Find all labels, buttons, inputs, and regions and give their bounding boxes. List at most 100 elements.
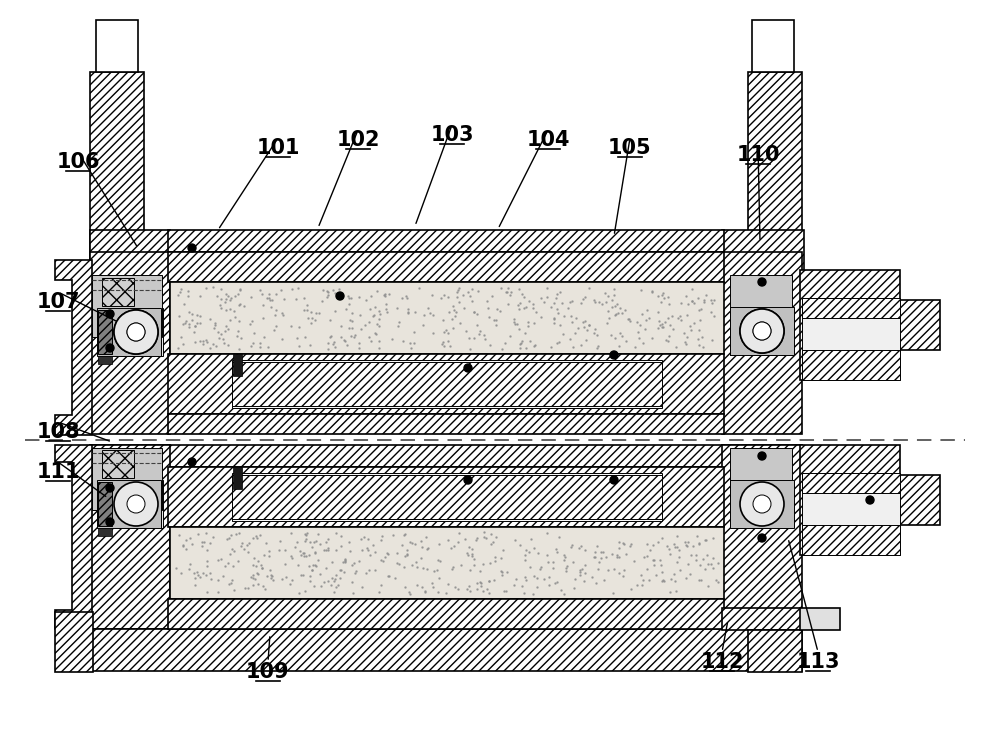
Text: 109: 109 — [246, 662, 290, 682]
Circle shape — [188, 244, 196, 252]
Bar — [722, 230, 804, 280]
Text: 112: 112 — [700, 652, 744, 672]
Circle shape — [106, 484, 114, 492]
Circle shape — [758, 452, 766, 460]
Circle shape — [740, 309, 784, 353]
Bar — [92, 275, 162, 337]
Text: 110: 110 — [736, 145, 780, 165]
Circle shape — [610, 351, 618, 359]
Bar — [722, 445, 802, 629]
Text: 106: 106 — [56, 152, 100, 172]
Bar — [232, 475, 662, 519]
Bar — [802, 473, 900, 493]
Circle shape — [753, 495, 771, 513]
Bar — [802, 350, 900, 380]
Bar — [90, 629, 802, 671]
Bar — [170, 527, 724, 599]
Circle shape — [753, 322, 771, 340]
Text: 103: 103 — [430, 125, 474, 145]
Circle shape — [114, 310, 158, 354]
Polygon shape — [55, 445, 92, 629]
Bar — [90, 445, 170, 465]
Circle shape — [740, 482, 784, 526]
Bar — [232, 473, 662, 521]
Bar — [170, 282, 724, 354]
Text: 102: 102 — [336, 130, 380, 150]
Bar — [722, 252, 802, 434]
Bar — [730, 480, 782, 528]
Text: 101: 101 — [256, 138, 300, 158]
Bar — [233, 467, 242, 489]
Bar — [97, 308, 161, 356]
Text: 113: 113 — [796, 652, 840, 672]
Bar — [102, 278, 134, 306]
Bar — [730, 307, 794, 355]
Text: 107: 107 — [36, 292, 80, 312]
Circle shape — [464, 476, 472, 484]
Bar — [90, 230, 170, 280]
Circle shape — [464, 364, 472, 372]
Bar — [102, 450, 134, 478]
Bar — [730, 480, 794, 528]
Circle shape — [758, 534, 766, 542]
Bar — [748, 72, 802, 264]
Text: 104: 104 — [526, 130, 570, 150]
Circle shape — [127, 323, 145, 341]
Bar — [802, 525, 900, 555]
Circle shape — [127, 323, 145, 341]
Text: 108: 108 — [36, 422, 80, 442]
Polygon shape — [800, 445, 940, 555]
Bar — [168, 354, 724, 414]
Bar — [730, 448, 792, 528]
Bar — [168, 599, 724, 629]
Circle shape — [188, 458, 196, 466]
Bar — [722, 445, 802, 465]
Bar — [90, 72, 144, 264]
Bar — [168, 467, 724, 527]
Bar — [55, 612, 93, 672]
Circle shape — [106, 518, 114, 526]
Bar — [97, 480, 161, 528]
Polygon shape — [55, 260, 92, 435]
Bar — [98, 310, 112, 354]
Bar — [232, 362, 662, 406]
Bar — [115, 308, 163, 356]
Circle shape — [758, 278, 766, 286]
Circle shape — [114, 310, 158, 354]
Circle shape — [866, 496, 874, 504]
Bar — [802, 473, 900, 525]
Bar — [96, 20, 138, 72]
Bar — [232, 360, 662, 408]
Bar — [802, 298, 900, 350]
Circle shape — [114, 482, 158, 526]
Bar — [168, 252, 724, 282]
Text: 105: 105 — [608, 138, 652, 158]
Circle shape — [753, 322, 771, 340]
Circle shape — [127, 495, 145, 513]
Bar — [722, 608, 802, 630]
Bar — [168, 445, 724, 467]
Circle shape — [336, 292, 344, 300]
Circle shape — [610, 476, 618, 484]
Circle shape — [106, 310, 114, 318]
Bar — [90, 252, 170, 434]
Text: 111: 111 — [36, 462, 80, 482]
Bar — [90, 445, 170, 629]
Circle shape — [740, 309, 784, 353]
Bar — [98, 482, 112, 526]
Bar — [752, 20, 794, 72]
Bar — [98, 356, 112, 364]
Polygon shape — [800, 270, 940, 380]
Bar — [92, 448, 162, 510]
Bar — [748, 630, 802, 672]
Bar — [233, 354, 242, 376]
Bar — [168, 230, 724, 252]
Bar — [730, 275, 792, 355]
Circle shape — [106, 344, 114, 352]
Bar — [115, 480, 163, 528]
Bar — [730, 307, 782, 355]
Bar — [802, 298, 900, 318]
Bar — [98, 528, 112, 536]
Bar — [800, 608, 840, 630]
Bar — [168, 414, 724, 434]
